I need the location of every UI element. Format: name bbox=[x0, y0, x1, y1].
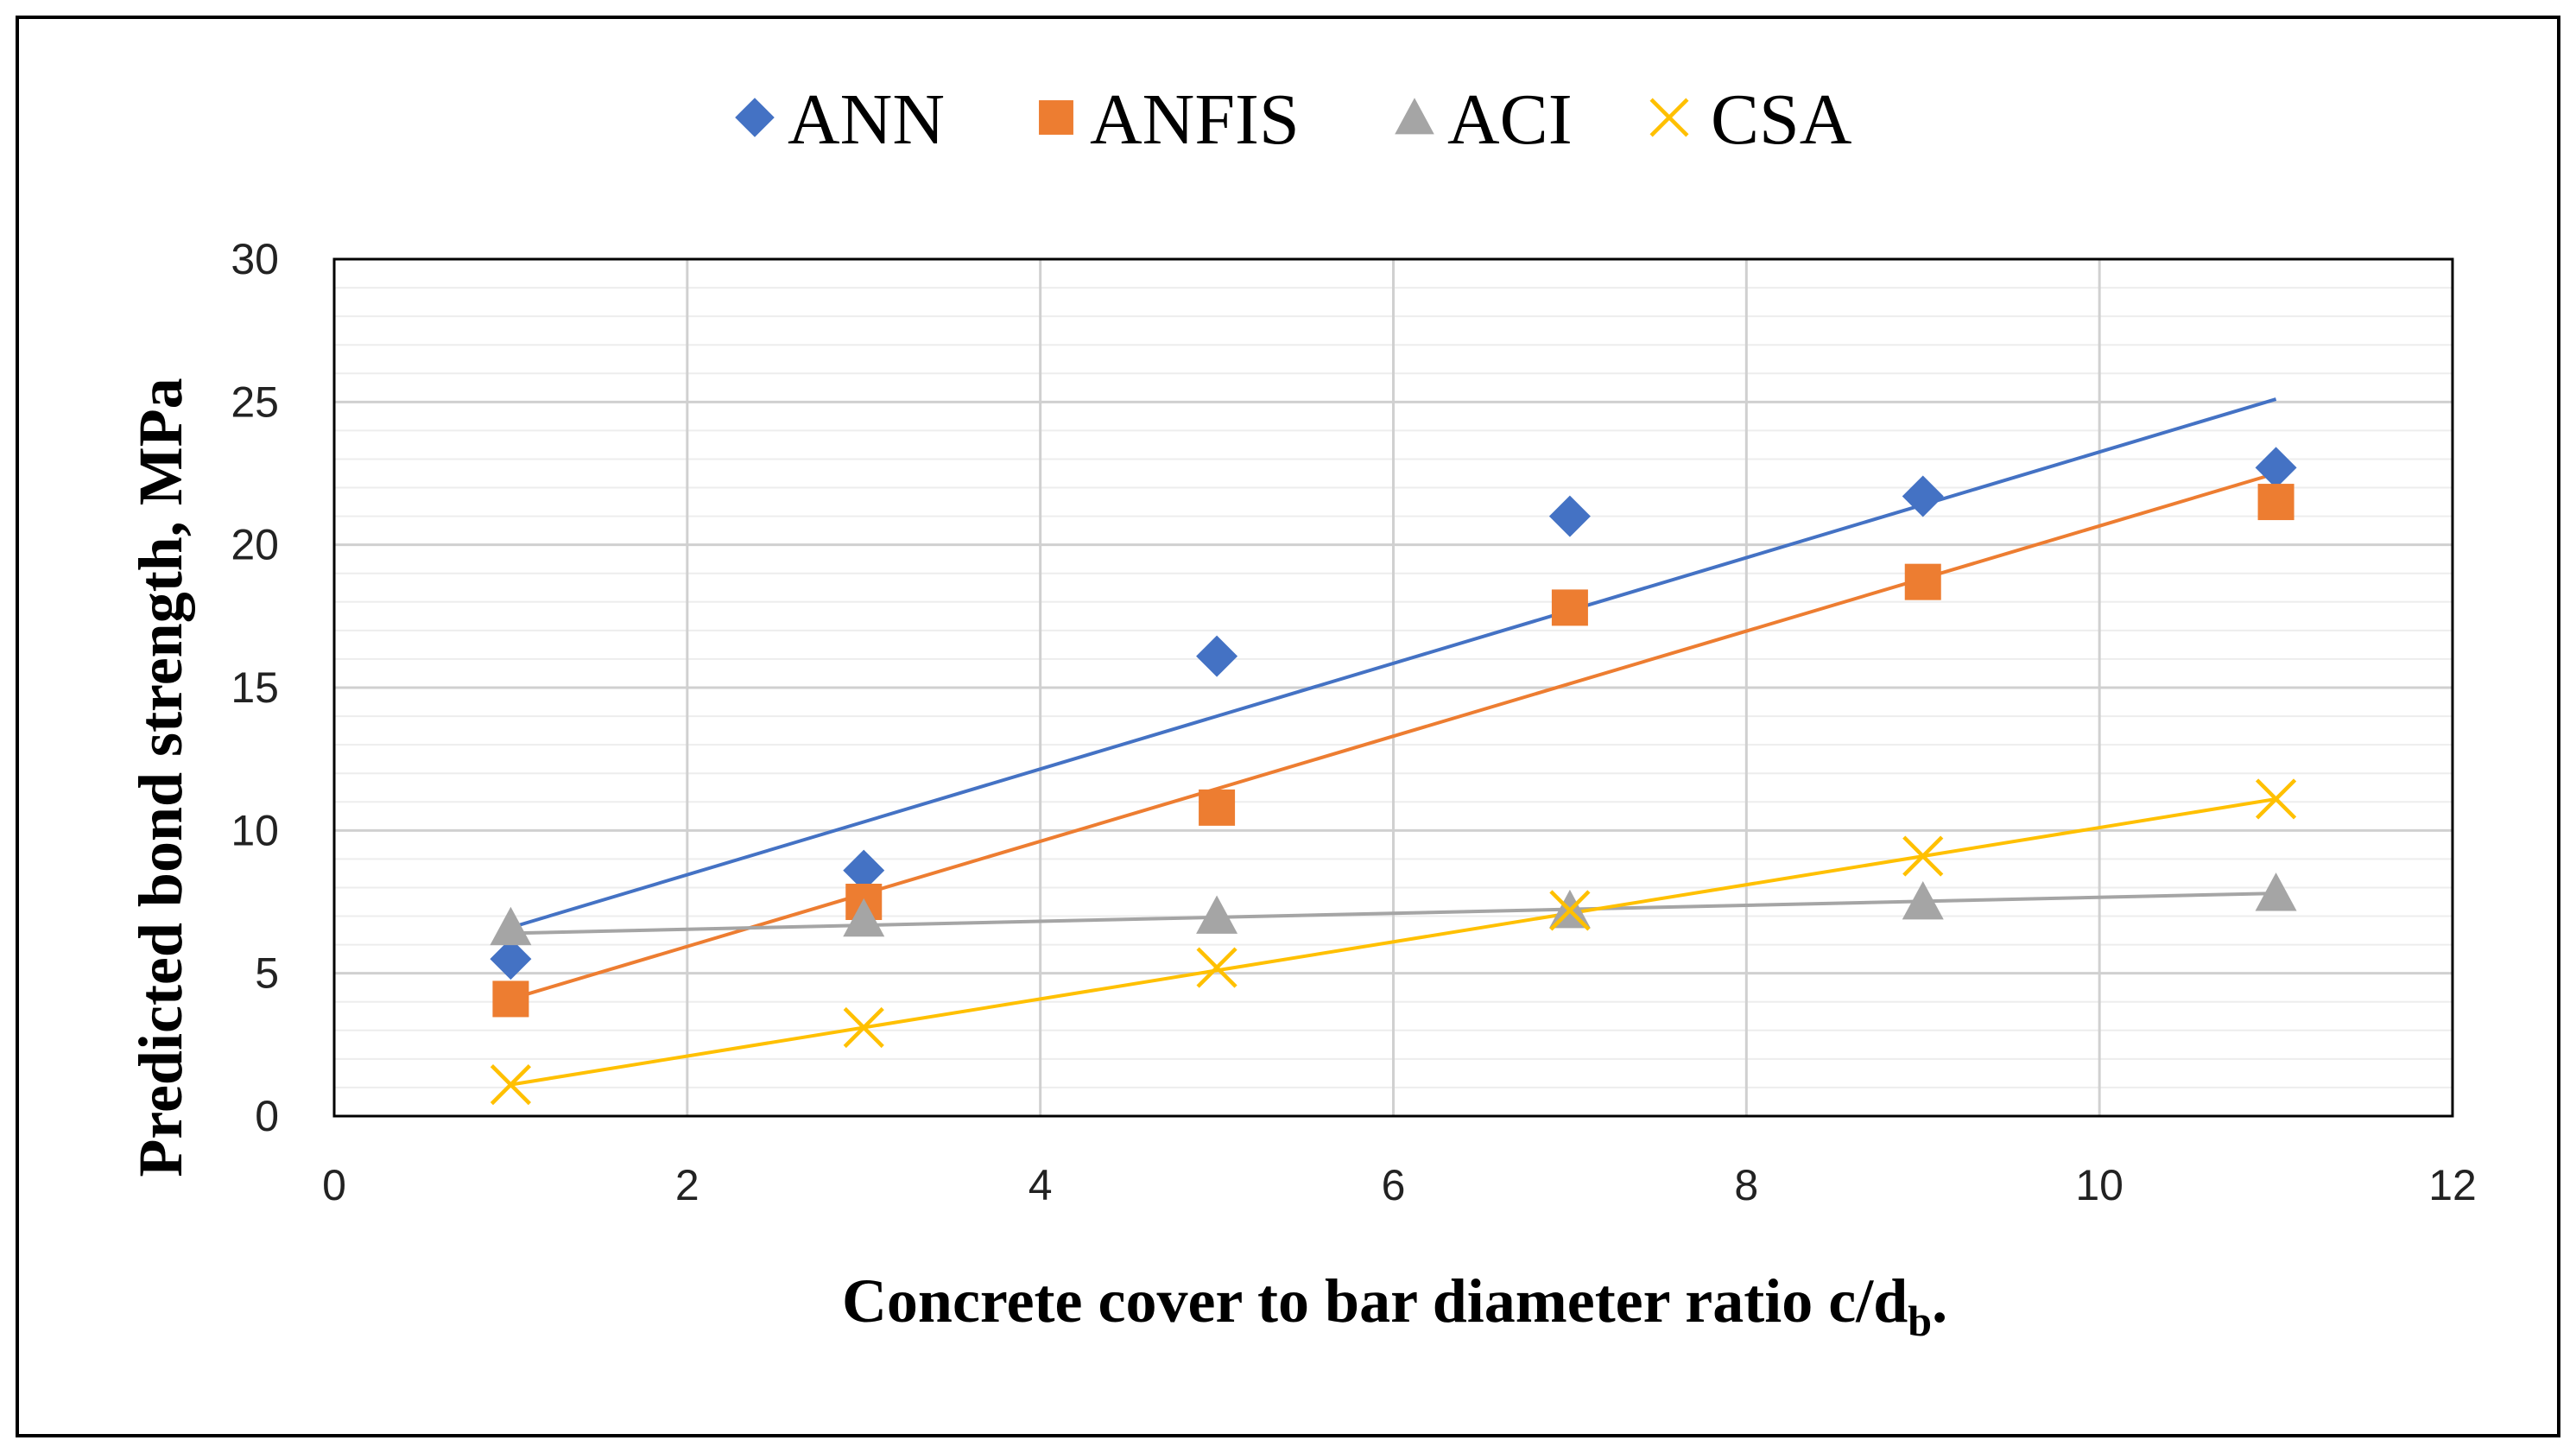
legend-label-anfis: ANFIS bbox=[1090, 79, 1300, 160]
csa-point bbox=[1549, 890, 1591, 931]
legend-marker-anfis bbox=[1039, 100, 1073, 135]
y-tick-label: 20 bbox=[231, 521, 279, 569]
x-axis-title: Concrete cover to bar diameter ratio c/d… bbox=[842, 1266, 1947, 1345]
legend-marker-ann bbox=[735, 98, 775, 137]
csa-point bbox=[1196, 947, 1237, 988]
anfis-point bbox=[2257, 484, 2294, 521]
legend-item-aci: ACI bbox=[1395, 79, 1573, 160]
x-tick-label: 12 bbox=[2428, 1161, 2477, 1209]
aci-point bbox=[490, 906, 532, 946]
x-marker-stroke bbox=[1902, 835, 1944, 877]
chart-frame bbox=[16, 16, 2560, 1437]
ann-point bbox=[843, 849, 885, 891]
csa-trendline bbox=[510, 796, 2276, 1087]
csa-point bbox=[843, 1006, 884, 1049]
ann-point bbox=[1548, 495, 1591, 537]
x-axis-title-suffix: . bbox=[1932, 1266, 1947, 1336]
ann-point bbox=[1902, 475, 1944, 517]
anfis-point bbox=[1199, 789, 1236, 826]
anfis-point bbox=[1904, 563, 1941, 600]
csa-point bbox=[490, 1064, 532, 1106]
x-marker-stroke bbox=[1549, 890, 1591, 931]
y-tick-label: 15 bbox=[231, 663, 279, 712]
x-marker-stroke bbox=[843, 1006, 884, 1049]
csa-point bbox=[1902, 835, 1944, 877]
aci-point bbox=[2255, 872, 2297, 911]
data-markers bbox=[490, 447, 2297, 1106]
anfis-trendline bbox=[510, 472, 2277, 1001]
aci-trendline bbox=[510, 891, 2276, 936]
ann-trendline bbox=[510, 397, 2277, 930]
aci-point bbox=[843, 898, 885, 937]
plot-area-border bbox=[332, 257, 2454, 1118]
major-gridlines bbox=[334, 259, 2453, 1116]
legend-label-aci: ACI bbox=[1447, 79, 1573, 160]
ann-point bbox=[1196, 635, 1238, 677]
y-tick-label: 10 bbox=[231, 806, 279, 854]
y-tick-label: 5 bbox=[255, 949, 279, 998]
anfis-point bbox=[1551, 589, 1588, 626]
x-tick-label: 10 bbox=[2075, 1161, 2123, 1209]
legend-label-csa: CSA bbox=[1711, 79, 1852, 160]
x-axis-ticks: 0 2 4 6 8 10 12 bbox=[322, 1161, 2477, 1209]
legend-marker-aci bbox=[1395, 98, 1434, 135]
y-axis-title: Predicted bond strength, MPa bbox=[126, 378, 195, 1177]
ann-point bbox=[490, 938, 532, 980]
x-axis-title-main: Concrete cover to bar diameter ratio c/d bbox=[842, 1266, 1908, 1336]
x-marker-stroke bbox=[1649, 98, 1689, 137]
y-tick-label: 25 bbox=[231, 378, 279, 426]
legend-item-csa: CSA bbox=[1649, 79, 1852, 160]
x-tick-label: 8 bbox=[1734, 1161, 1758, 1209]
ann-point bbox=[2255, 447, 2297, 489]
y-axis-ticks: 0 5 10 15 20 25 30 bbox=[231, 235, 279, 1140]
x-tick-label: 4 bbox=[1029, 1161, 1053, 1209]
legend: ANN ANFIS ACI CSA bbox=[735, 79, 1852, 160]
trendlines bbox=[510, 397, 2277, 1087]
anfis-point bbox=[492, 980, 529, 1018]
legend-marker-csa bbox=[1649, 98, 1689, 137]
x-marker-stroke bbox=[490, 1064, 532, 1106]
x-marker-stroke bbox=[1196, 947, 1237, 988]
x-axis-title-subscript: b bbox=[1908, 1297, 1932, 1345]
x-tick-label: 2 bbox=[675, 1161, 699, 1209]
x-tick-label: 6 bbox=[1382, 1161, 1406, 1209]
y-tick-label: 0 bbox=[255, 1092, 279, 1140]
legend-item-anfis: ANFIS bbox=[1039, 79, 1300, 160]
legend-label-ann: ANN bbox=[788, 79, 945, 160]
aci-point bbox=[1196, 895, 1238, 934]
x-tick-label: 0 bbox=[322, 1161, 346, 1209]
legend-item-ann: ANN bbox=[735, 79, 945, 160]
csa-point bbox=[2255, 778, 2297, 820]
x-marker-stroke bbox=[2255, 778, 2297, 820]
aci-point bbox=[1902, 881, 1944, 920]
y-tick-label: 30 bbox=[231, 235, 279, 283]
